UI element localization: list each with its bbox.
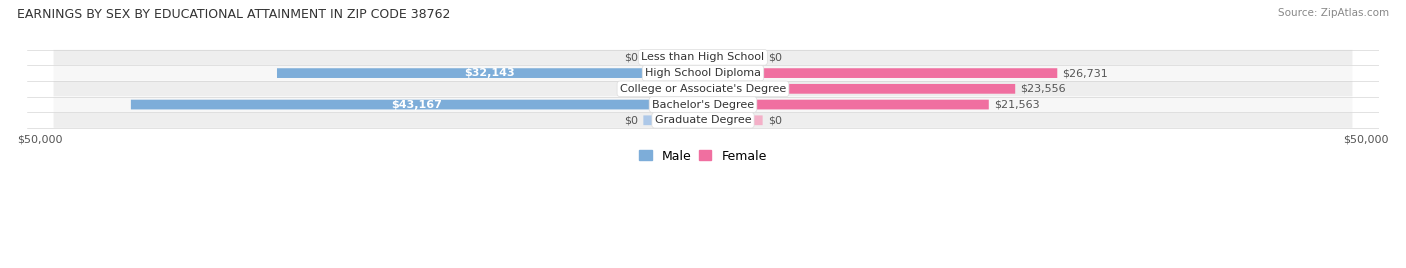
Text: EARNINGS BY SEX BY EDUCATIONAL ATTAINMENT IN ZIP CODE 38762: EARNINGS BY SEX BY EDUCATIONAL ATTAINMEN… [17,8,450,21]
Text: $26,731: $26,731 [1063,68,1108,78]
Text: $0: $0 [768,52,782,62]
FancyBboxPatch shape [53,50,1353,65]
Text: Less than High School: Less than High School [641,52,765,62]
FancyBboxPatch shape [703,53,762,62]
Text: $43,167: $43,167 [391,99,443,110]
FancyBboxPatch shape [644,84,703,94]
FancyBboxPatch shape [703,100,988,109]
Text: $23,556: $23,556 [1021,84,1066,94]
Text: $0: $0 [624,115,638,125]
FancyBboxPatch shape [53,81,1353,96]
FancyBboxPatch shape [53,66,1353,81]
Text: College or Associate's Degree: College or Associate's Degree [620,84,786,94]
FancyBboxPatch shape [131,100,703,109]
Text: $0: $0 [624,84,638,94]
Text: $21,563: $21,563 [994,99,1039,110]
FancyBboxPatch shape [644,53,703,62]
FancyBboxPatch shape [703,116,762,125]
FancyBboxPatch shape [703,68,1057,78]
FancyBboxPatch shape [53,97,1353,112]
FancyBboxPatch shape [277,68,703,78]
Text: Bachelor's Degree: Bachelor's Degree [652,99,754,110]
Text: $0: $0 [624,52,638,62]
Text: Graduate Degree: Graduate Degree [655,115,751,125]
Text: $32,143: $32,143 [464,68,516,78]
Text: $0: $0 [768,115,782,125]
Legend: Male, Female: Male, Female [634,145,772,168]
FancyBboxPatch shape [644,116,703,125]
FancyBboxPatch shape [703,84,1015,94]
Text: High School Diploma: High School Diploma [645,68,761,78]
Text: Source: ZipAtlas.com: Source: ZipAtlas.com [1278,8,1389,18]
FancyBboxPatch shape [53,113,1353,128]
